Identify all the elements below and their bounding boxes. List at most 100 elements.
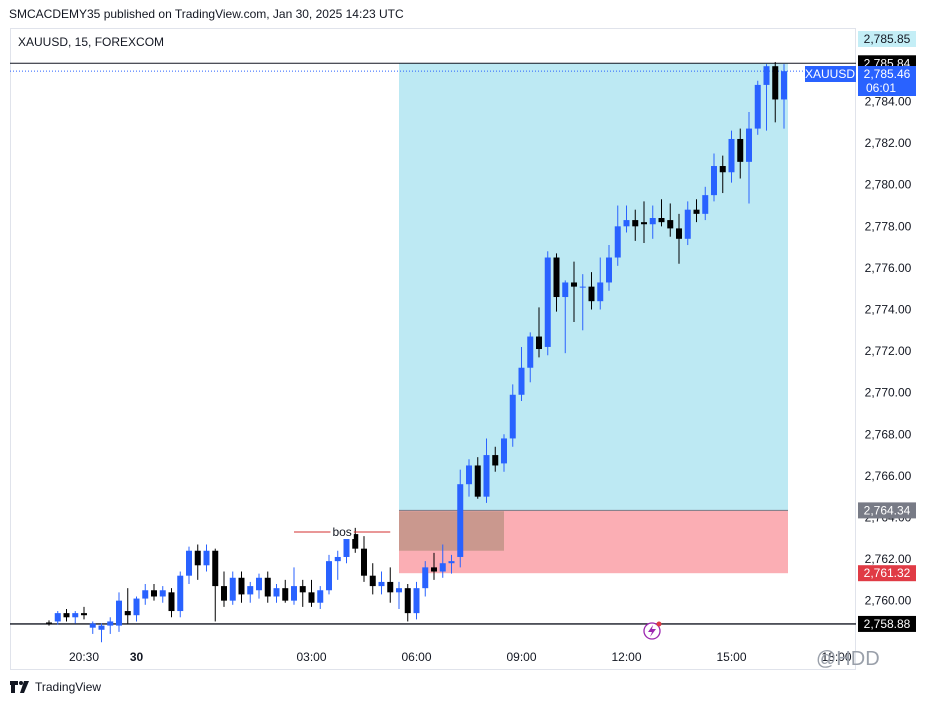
y-tick-label: 2,762.00	[865, 552, 912, 566]
candle-body	[509, 394, 516, 439]
candle-body	[754, 84, 761, 129]
candle-body	[89, 623, 96, 628]
candle-body	[571, 282, 577, 287]
candle-body	[763, 66, 770, 85]
y-tick-label: 2,778.00	[865, 219, 912, 233]
candle-body	[63, 613, 70, 618]
footer: TradingView	[10, 680, 101, 694]
symbol-tag-label: XAUUSD	[805, 67, 855, 81]
candle-body	[221, 586, 227, 601]
y-tick-label: 2,770.00	[865, 386, 912, 400]
x-tick-label: 06:00	[401, 650, 431, 664]
candle-body	[151, 590, 157, 597]
lightning-icon-dot	[656, 621, 662, 627]
x-tick-label: 18:00	[821, 650, 851, 664]
candle-body	[457, 484, 464, 557]
candle-body	[247, 586, 254, 595]
candle-body	[116, 600, 122, 626]
candle-body	[737, 138, 744, 162]
candle-body	[658, 218, 665, 223]
y-tick-label: 2,776.00	[865, 261, 912, 275]
candle-body	[553, 257, 560, 298]
candle-body	[256, 577, 262, 591]
candle-body	[422, 567, 429, 589]
candle-body	[439, 563, 446, 572]
candle-body	[501, 438, 507, 464]
y-tick-label: 2,760.00	[865, 594, 912, 608]
candle-body	[387, 581, 394, 593]
x-tick-label: 12:00	[611, 650, 641, 664]
price-label-entry: 2,764.34	[864, 503, 911, 517]
candle-body	[273, 588, 280, 597]
x-tick-label: 09:00	[506, 650, 536, 664]
price-label-low: 2,758.88	[864, 617, 911, 631]
x-tick-label: 30	[130, 650, 144, 664]
candle-body	[684, 209, 691, 239]
y-tick-label: 2,780.00	[865, 178, 912, 192]
candle-body	[352, 534, 359, 549]
candle-body	[238, 577, 245, 595]
candle-body	[168, 592, 175, 612]
candle-body	[334, 556, 341, 562]
order-block-zone	[399, 511, 504, 551]
candle-body	[46, 622, 52, 624]
candle-body	[107, 621, 114, 626]
candle-body	[282, 588, 289, 601]
candle-body	[632, 220, 639, 227]
candle-body	[614, 226, 621, 258]
candle-body	[746, 128, 752, 162]
bos-label: bos	[332, 525, 351, 539]
candle-body	[291, 586, 297, 601]
candle-body	[133, 598, 140, 616]
bos-label-bg	[330, 525, 354, 540]
candle-body	[518, 367, 525, 395]
candle-body	[641, 222, 647, 225]
candle-body	[396, 588, 402, 593]
candle-body	[317, 590, 324, 603]
price-label-high-bg	[858, 31, 916, 47]
candle-body	[719, 166, 726, 173]
candle-body	[474, 465, 481, 497]
candle-body	[728, 138, 735, 173]
candle-body	[597, 282, 604, 302]
candle-body	[72, 613, 79, 618]
y-tick-label: 2,784.00	[865, 95, 912, 109]
candle-body	[623, 220, 630, 227]
lightning-icon	[643, 621, 662, 640]
candle-body	[676, 228, 682, 239]
candle-body	[326, 561, 332, 591]
candle-body	[177, 575, 184, 612]
y-tick-label: 2,766.00	[865, 469, 912, 483]
candle-body	[404, 588, 411, 614]
candle-body	[693, 209, 700, 214]
candle-body	[194, 550, 201, 566]
tradingview-logo-icon	[10, 681, 29, 693]
current-price-label: 2,785.46	[864, 67, 911, 81]
symbol-tag-bg	[805, 66, 856, 82]
candle-body	[54, 613, 61, 622]
candle-body	[308, 592, 315, 603]
y-tick-label: 2,782.00	[865, 136, 912, 150]
candle-body	[588, 286, 595, 302]
candle-body	[431, 567, 437, 572]
candle-body	[203, 550, 210, 566]
candle-body	[536, 336, 542, 350]
candle-body	[544, 257, 551, 347]
candle-body	[492, 455, 499, 466]
candle-body	[212, 550, 219, 587]
candle-body	[711, 166, 717, 196]
x-tick-label: 15:00	[716, 650, 746, 664]
candle-body	[772, 66, 779, 100]
candle-body	[186, 550, 192, 576]
x-tick-label: 03:00	[296, 650, 326, 664]
candle-body	[702, 195, 709, 214]
candle-body	[466, 465, 472, 485]
price-label-entry-bg	[858, 502, 916, 519]
y-tick-label: 2,772.00	[865, 344, 912, 358]
price-label-stop: 2,761.32	[864, 566, 911, 580]
candle-body	[264, 577, 271, 597]
candle-body	[142, 590, 149, 599]
candle-body	[527, 336, 534, 368]
current-price-bg	[858, 66, 916, 96]
